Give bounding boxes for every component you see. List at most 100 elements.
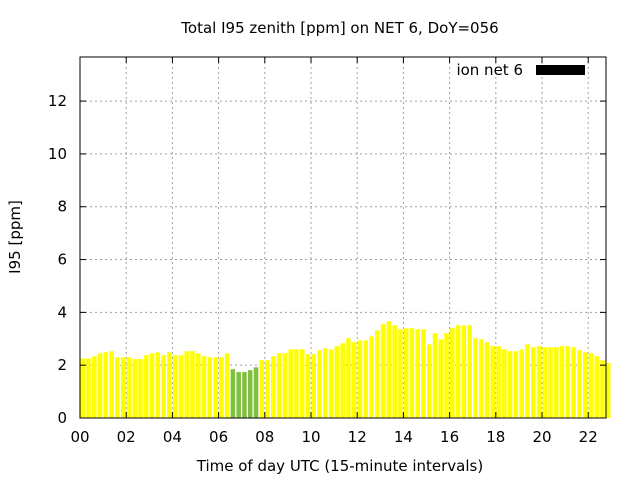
bar (432, 333, 438, 418)
y-tick-label: 10 (48, 145, 67, 163)
x-tick-label: 18 (486, 428, 505, 446)
y-tick-label: 6 (57, 251, 67, 269)
x-tick-label: 06 (209, 428, 228, 446)
bar (565, 346, 571, 418)
bar (444, 333, 449, 418)
bar (380, 324, 386, 418)
y-tick-label: 12 (48, 92, 67, 110)
x-tick-label: 16 (440, 428, 459, 446)
bar (230, 369, 236, 418)
bar (606, 363, 611, 418)
bar (496, 346, 501, 418)
bar (490, 346, 496, 418)
bar (219, 357, 224, 418)
bar (369, 336, 374, 418)
bar (473, 338, 478, 418)
bar (247, 370, 253, 418)
bar (305, 354, 311, 418)
x-tick-label: 12 (348, 428, 367, 446)
bar (253, 367, 259, 418)
bar (398, 329, 403, 418)
bar (161, 355, 166, 418)
bar (294, 349, 299, 418)
legend-swatch (536, 65, 585, 75)
bar (103, 352, 109, 418)
x-tick-label: 08 (255, 428, 274, 446)
bar (328, 349, 334, 418)
bar (86, 358, 91, 418)
y-tick-label: 4 (57, 303, 67, 321)
bar (288, 349, 293, 418)
legend-label: ion net 6 (456, 61, 523, 79)
bar (542, 347, 548, 418)
bar (80, 358, 86, 418)
bar (548, 347, 553, 418)
grid (80, 57, 606, 418)
bar (120, 357, 126, 418)
bar (126, 357, 132, 418)
bar (554, 347, 559, 418)
bar (109, 351, 114, 418)
plot-frame (79, 56, 607, 419)
bar (92, 356, 97, 418)
bar (138, 359, 143, 418)
bar (282, 353, 288, 418)
bar (242, 372, 247, 418)
x-tick-label: 10 (301, 428, 320, 446)
bar (334, 346, 340, 418)
bar (421, 329, 426, 418)
x-tick-label: 04 (163, 428, 182, 446)
bar (265, 360, 270, 418)
bar (271, 356, 276, 418)
bar (236, 372, 241, 418)
bar (594, 356, 599, 418)
bar (149, 353, 155, 418)
bar (478, 339, 484, 418)
y-tick-label: 8 (57, 198, 67, 216)
bar (600, 360, 605, 418)
bar (392, 325, 397, 418)
bar (455, 325, 461, 418)
y-axis-label: I95 [ppm] (6, 200, 24, 274)
bar (363, 340, 368, 418)
x-axis-label: Time of day UTC (15-minute intervals) (196, 457, 483, 475)
bar (346, 338, 351, 418)
bar (167, 352, 172, 418)
bars (80, 321, 611, 418)
bar (409, 328, 415, 418)
bar (507, 351, 513, 418)
bar (386, 321, 392, 418)
bar (340, 343, 345, 418)
bar (276, 353, 282, 418)
x-tick-label: 14 (394, 428, 413, 446)
bar (299, 349, 305, 418)
bar (582, 352, 588, 418)
bar (588, 353, 594, 418)
bar (536, 346, 542, 418)
bar (351, 342, 357, 418)
bar (450, 328, 455, 418)
bar (224, 353, 230, 418)
bar (375, 330, 380, 418)
bar (403, 328, 409, 418)
bar (559, 346, 565, 418)
bar (213, 357, 218, 418)
bar (132, 359, 137, 418)
y-tick-label: 0 (57, 409, 67, 427)
x-tick-label: 20 (532, 428, 551, 446)
x-tick-label: 22 (579, 428, 598, 446)
bar (207, 357, 213, 418)
bar (577, 350, 582, 418)
chart-title: Total I95 zenith [ppm] on NET 6, DoY=056 (180, 19, 498, 37)
x-tick-label: 02 (117, 428, 136, 446)
bar (144, 355, 149, 418)
bar (525, 344, 530, 418)
bar (190, 351, 195, 418)
bar (357, 340, 363, 418)
bar (115, 357, 120, 418)
y-tick-label: 2 (57, 356, 67, 374)
bar (415, 329, 420, 418)
